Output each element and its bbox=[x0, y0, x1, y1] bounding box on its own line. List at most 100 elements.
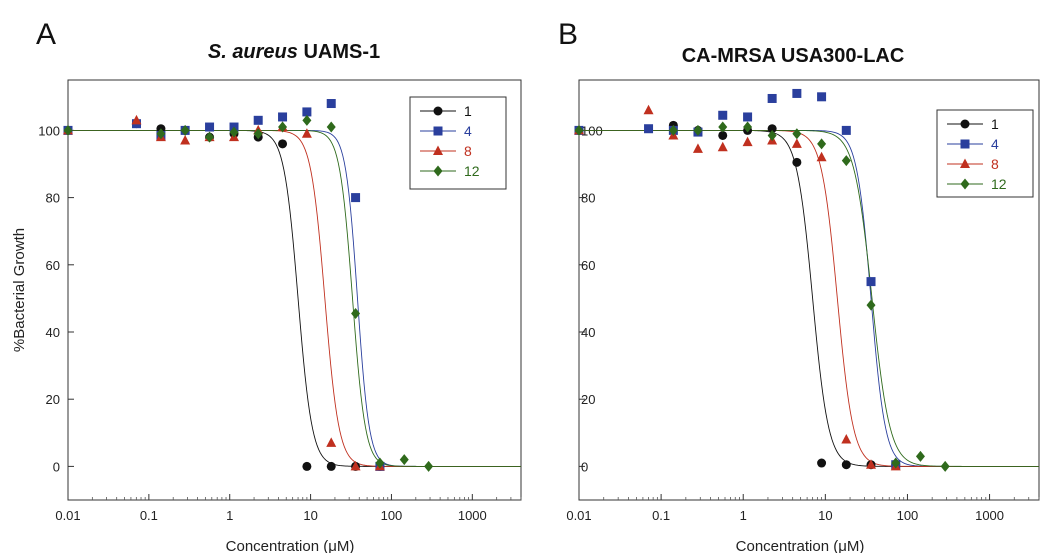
data-point-series-8 bbox=[791, 138, 802, 148]
legend-marker bbox=[433, 165, 443, 177]
panel-title-organism: S. aureus bbox=[208, 41, 298, 63]
data-point-series-8 bbox=[742, 136, 753, 147]
y-tick-label: 60 bbox=[46, 258, 60, 273]
data-point-series-8 bbox=[866, 459, 877, 469]
data-point-series-12 bbox=[156, 128, 166, 140]
x-tick-label: 1000 bbox=[458, 508, 487, 523]
data-point-series-12 bbox=[326, 121, 336, 133]
legend-label: 8 bbox=[464, 143, 472, 159]
panel-b: B CA-MRSA USA300-LAC 0.01 0.1 1 10 100 1000 0… bbox=[558, 18, 1040, 553]
data-point-series-12 bbox=[891, 457, 901, 469]
y-tick-label: 60 bbox=[581, 258, 595, 273]
x-axis: 0.01 0.1 1 10 100 1000 bbox=[566, 494, 1040, 523]
fit-curve-series-12 bbox=[579, 129, 1039, 467]
y-axis: 0 20 40 60 80 100 bbox=[579, 123, 603, 474]
legend-label: 8 bbox=[991, 156, 999, 172]
x-tick-label: 1 bbox=[740, 508, 747, 523]
data-point-series-4 bbox=[253, 115, 263, 125]
x-tick-label: 0.1 bbox=[652, 508, 670, 523]
fit-curves bbox=[579, 129, 1039, 467]
data-point-series-12 bbox=[718, 121, 728, 133]
y-tick-label: 100 bbox=[38, 123, 60, 138]
data-point-series-8 bbox=[326, 437, 337, 447]
data-point-series-12 bbox=[205, 131, 215, 143]
panel-title-strain: UAMS-1 bbox=[298, 41, 380, 63]
x-tick-label: 0.01 bbox=[55, 508, 80, 523]
data-point-series-8 bbox=[131, 114, 142, 125]
data-point-series-8 bbox=[717, 141, 728, 152]
y-tick-label: 20 bbox=[581, 392, 595, 407]
data-point-series-8 bbox=[841, 434, 852, 444]
data-point-series-12 bbox=[767, 129, 777, 141]
data-point-series-12 bbox=[792, 128, 802, 140]
data-point-series-12 bbox=[574, 124, 584, 136]
data-point-series-4 bbox=[718, 110, 728, 120]
data-point-series-1 bbox=[792, 157, 802, 167]
legend-marker bbox=[433, 106, 443, 116]
legend-label: 12 bbox=[464, 163, 480, 179]
data-point-series-12 bbox=[817, 138, 827, 150]
y-tick-label: 80 bbox=[581, 191, 595, 206]
data-point-series-12 bbox=[841, 155, 851, 167]
x-tick-label: 100 bbox=[897, 508, 919, 523]
data-point-series-1 bbox=[841, 460, 851, 470]
data-point-series-1 bbox=[767, 124, 777, 134]
data-point-series-12 bbox=[668, 124, 678, 136]
x-tick-label: 100 bbox=[381, 508, 403, 523]
data-point-series-4 bbox=[302, 107, 312, 117]
data-point-series-1 bbox=[278, 139, 288, 149]
y-axis-label: %Bacterial Growth bbox=[11, 228, 28, 352]
data-point-series-4 bbox=[817, 92, 827, 102]
legend-label: 4 bbox=[464, 123, 472, 139]
data-point-series-8 bbox=[301, 128, 312, 138]
y-tick-label: 40 bbox=[46, 325, 60, 340]
data-point-series-12 bbox=[866, 299, 876, 311]
data-point-series-12 bbox=[693, 124, 703, 136]
plot-frame bbox=[67, 79, 522, 501]
data-point-series-1 bbox=[302, 461, 312, 471]
data-point-series-8 bbox=[180, 134, 191, 145]
x-tick-label: 10 bbox=[818, 508, 832, 523]
data-point-series-12 bbox=[278, 121, 288, 133]
panel-letter: A bbox=[36, 18, 56, 51]
data-point-series-4 bbox=[326, 99, 336, 109]
x-tick-label: 1000 bbox=[975, 508, 1004, 523]
data-point-series-12 bbox=[743, 121, 753, 133]
data-point-series-8 bbox=[692, 143, 703, 153]
data-point-series-12 bbox=[940, 460, 950, 472]
panel-title-strain: CA-MRSA USA300-LAC bbox=[682, 45, 905, 67]
legend-label: 1 bbox=[991, 116, 999, 132]
fit-curves bbox=[68, 129, 521, 467]
data-point-series-1 bbox=[326, 461, 336, 471]
panel-title: S. aureus UAMS-1 bbox=[208, 41, 380, 63]
data-point-series-4 bbox=[767, 93, 777, 103]
data-point-series-12 bbox=[424, 460, 434, 472]
data-point-series-8 bbox=[643, 104, 654, 115]
legend-marker bbox=[960, 158, 970, 168]
data-point-series-4 bbox=[841, 125, 851, 135]
legend-marker bbox=[433, 145, 443, 155]
legend-marker bbox=[433, 126, 443, 136]
legend: 1 4 8 12 bbox=[409, 96, 507, 190]
data-point-series-12 bbox=[253, 128, 263, 140]
fit-curve-series-12 bbox=[68, 129, 521, 467]
y-tick-label: 0 bbox=[53, 459, 60, 474]
y-tick-label: 100 bbox=[581, 123, 603, 138]
data-point-series-4 bbox=[205, 122, 215, 132]
data-point-series-1 bbox=[817, 458, 827, 468]
data-point-series-12 bbox=[915, 450, 925, 462]
legend: 1 4 8 12 bbox=[936, 109, 1034, 198]
data-point-series-1 bbox=[718, 130, 728, 140]
data-points bbox=[63, 99, 434, 472]
data-points bbox=[574, 88, 950, 472]
legend-box bbox=[409, 96, 507, 190]
data-point-series-12 bbox=[229, 126, 239, 138]
x-axis-label: Concentration (μM) bbox=[736, 538, 865, 553]
x-tick-label: 10 bbox=[303, 508, 317, 523]
y-axis: 0 20 40 60 80 100 bbox=[38, 123, 74, 474]
x-tick-label: 0.01 bbox=[566, 508, 591, 523]
data-point-series-4 bbox=[792, 88, 802, 98]
legend-marker bbox=[960, 139, 970, 149]
data-point-series-8 bbox=[816, 151, 827, 162]
